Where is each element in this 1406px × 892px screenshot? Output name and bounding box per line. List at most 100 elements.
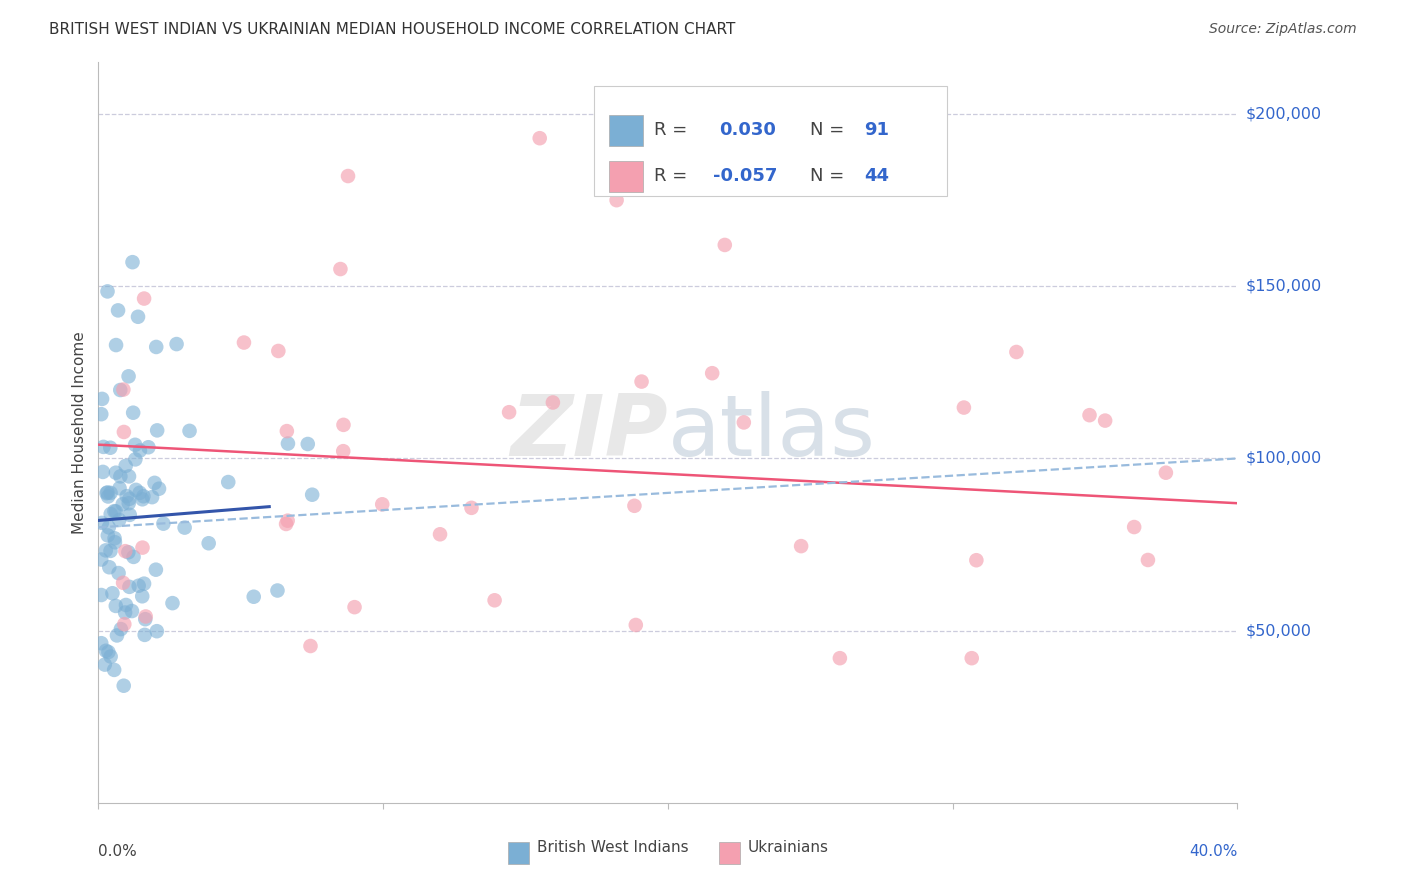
Point [100, 649, 122, 664]
Point [110, 622, 132, 636]
Text: 0.030: 0.030 [718, 120, 776, 139]
FancyBboxPatch shape [593, 87, 946, 195]
Point [132, 576, 155, 591]
Point [98, 560, 121, 574]
Text: ZIP: ZIP [510, 391, 668, 475]
Text: BRITISH WEST INDIAN VS UKRAINIAN MEDIAN HOUSEHOLD INCOME CORRELATION CHART: BRITISH WEST INDIAN VS UKRAINIAN MEDIAN … [49, 22, 735, 37]
Point [135, 609, 157, 624]
Point [337, 169, 360, 183]
Point [104, 466, 127, 480]
Point [498, 405, 520, 419]
Text: 0.0%: 0.0% [98, 844, 138, 858]
Point [233, 335, 256, 350]
Point [90, 588, 112, 602]
Point [97, 528, 120, 542]
Point [332, 417, 354, 432]
Point [714, 238, 737, 252]
Point [128, 485, 150, 500]
Point [343, 600, 366, 615]
Point [114, 606, 136, 620]
Point [166, 337, 188, 351]
Text: R =: R = [654, 167, 688, 185]
Point [115, 598, 138, 612]
Point [132, 292, 155, 306]
Point [124, 452, 146, 467]
Text: N =: N = [810, 167, 845, 185]
Point [110, 469, 132, 483]
Point [100, 486, 122, 500]
Point [90, 407, 112, 421]
Text: $50,000: $50,000 [1246, 624, 1312, 638]
Point [371, 497, 394, 511]
Point [90, 636, 112, 650]
Point [138, 440, 160, 454]
Point [624, 618, 647, 632]
Point [131, 541, 153, 555]
Point [104, 599, 127, 613]
Point [108, 513, 131, 527]
Text: R =: R = [654, 120, 688, 139]
Point [117, 369, 139, 384]
Point [143, 475, 166, 490]
Point [101, 586, 124, 600]
Point [484, 593, 506, 607]
Point [1005, 345, 1028, 359]
Point [460, 500, 482, 515]
Point [118, 496, 141, 510]
Point [93, 440, 115, 454]
Point [118, 580, 141, 594]
Point [110, 383, 132, 397]
Point [141, 490, 163, 504]
Point [118, 469, 141, 483]
Point [134, 612, 156, 626]
Point [606, 193, 628, 207]
Point [702, 366, 724, 380]
Point [128, 579, 150, 593]
Point [266, 583, 288, 598]
Text: Ukrainians: Ukrainians [748, 839, 828, 855]
Point [146, 423, 169, 437]
Point [1136, 553, 1159, 567]
Point [1154, 466, 1177, 480]
Point [297, 437, 319, 451]
Point [127, 310, 149, 324]
Point [132, 489, 155, 503]
Point [129, 443, 152, 458]
Point [97, 490, 120, 504]
Point [953, 401, 976, 415]
Point [94, 543, 117, 558]
Point [146, 624, 169, 639]
Point [117, 545, 139, 559]
Point [90, 552, 112, 566]
Point [429, 527, 451, 541]
Point [242, 590, 264, 604]
Point [96, 485, 118, 500]
Point [299, 639, 322, 653]
Point [529, 131, 551, 145]
Point [112, 383, 135, 397]
Text: 91: 91 [863, 120, 889, 139]
Text: -0.057: -0.057 [713, 167, 778, 185]
Point [145, 340, 167, 354]
Point [131, 492, 153, 507]
Bar [509, 842, 529, 864]
Point [828, 651, 851, 665]
Bar [609, 161, 643, 192]
Point [121, 604, 143, 618]
Point [152, 516, 174, 531]
Point [112, 575, 135, 590]
Point [118, 491, 141, 506]
Point [131, 589, 153, 603]
Point [103, 531, 125, 545]
Point [105, 628, 128, 642]
Point [100, 544, 122, 558]
Text: British West Indians: British West Indians [537, 839, 689, 855]
Y-axis label: Median Household Income: Median Household Income [72, 331, 87, 534]
Point [108, 481, 131, 495]
Point [1123, 520, 1146, 534]
Point [276, 424, 298, 438]
Point [91, 465, 114, 479]
Point [134, 628, 156, 642]
Point [197, 536, 219, 550]
Point [114, 458, 136, 473]
